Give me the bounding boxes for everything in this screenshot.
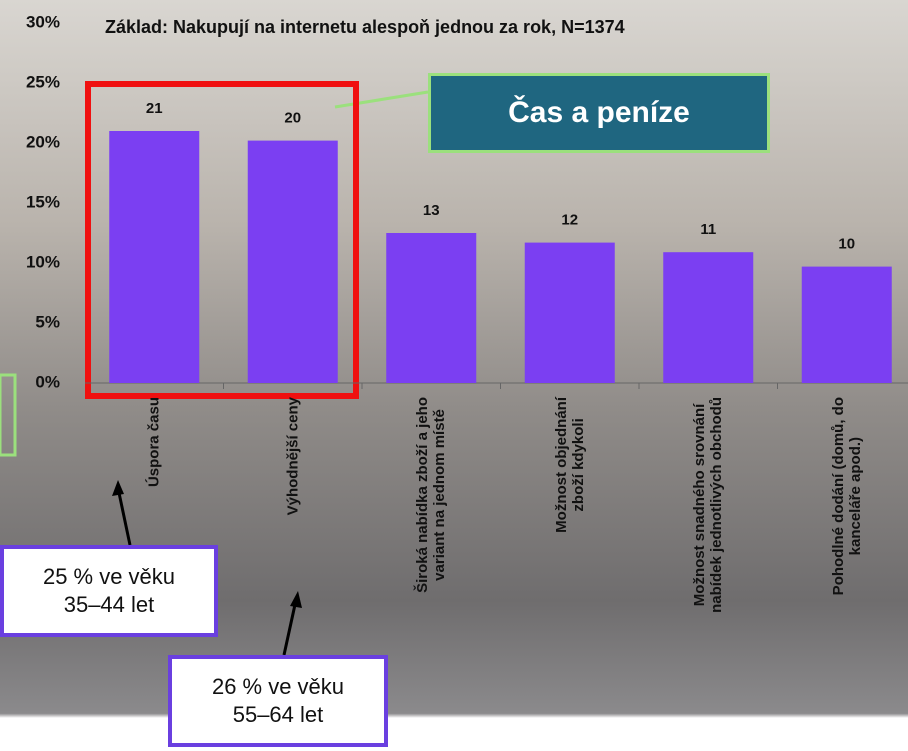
y-tick-label: 30%	[26, 12, 60, 31]
arrow-head	[112, 480, 124, 496]
chart-title: Základ: Nakupují na internetu alespoň je…	[105, 17, 625, 37]
y-tick-label: 5%	[35, 312, 60, 331]
value-label: 10	[838, 236, 855, 253]
slide: Základ: Nakupují na internetu alespoň je…	[0, 0, 908, 751]
value-label: 13	[423, 202, 440, 219]
connector	[335, 92, 428, 107]
value-label: 21	[146, 100, 163, 117]
y-tick-label: 0%	[35, 372, 60, 391]
highlight-label: Čas a peníze	[428, 73, 770, 153]
y-tick-label: 15%	[26, 192, 60, 211]
y-tick-label: 25%	[26, 72, 60, 91]
arrow	[118, 488, 130, 545]
bar	[525, 243, 615, 383]
x-tick-label: Možnost snadného srovnání nabídek jednot…	[691, 397, 725, 613]
bar	[802, 267, 892, 383]
y-tick-label: 20%	[26, 132, 60, 151]
x-tick-label: Výhodnější ceny	[284, 397, 301, 515]
bar	[248, 141, 338, 383]
y-tick-label: 10%	[26, 252, 60, 271]
bar	[663, 252, 753, 383]
x-tick-label: Široká nabídka zboží a jeho variant na j…	[414, 397, 448, 593]
arrow-head	[290, 591, 302, 608]
arrow	[284, 600, 296, 655]
x-tick-label: Pohodlné dodání (domů, do kanceláře apod…	[830, 397, 864, 595]
value-label: 11	[700, 221, 716, 238]
value-label: 20	[284, 110, 301, 127]
x-tick-label: Možnost objednání zboží kdykoli	[553, 397, 587, 533]
note: 25 % ve věku 35–44 let	[0, 545, 218, 637]
decor-box	[0, 375, 15, 455]
bar	[386, 233, 476, 383]
x-tick-label: Úspora času	[146, 397, 163, 487]
value-label: 12	[561, 212, 578, 229]
note: 26 % ve věku 55–64 let	[168, 655, 388, 747]
bar	[109, 131, 199, 383]
